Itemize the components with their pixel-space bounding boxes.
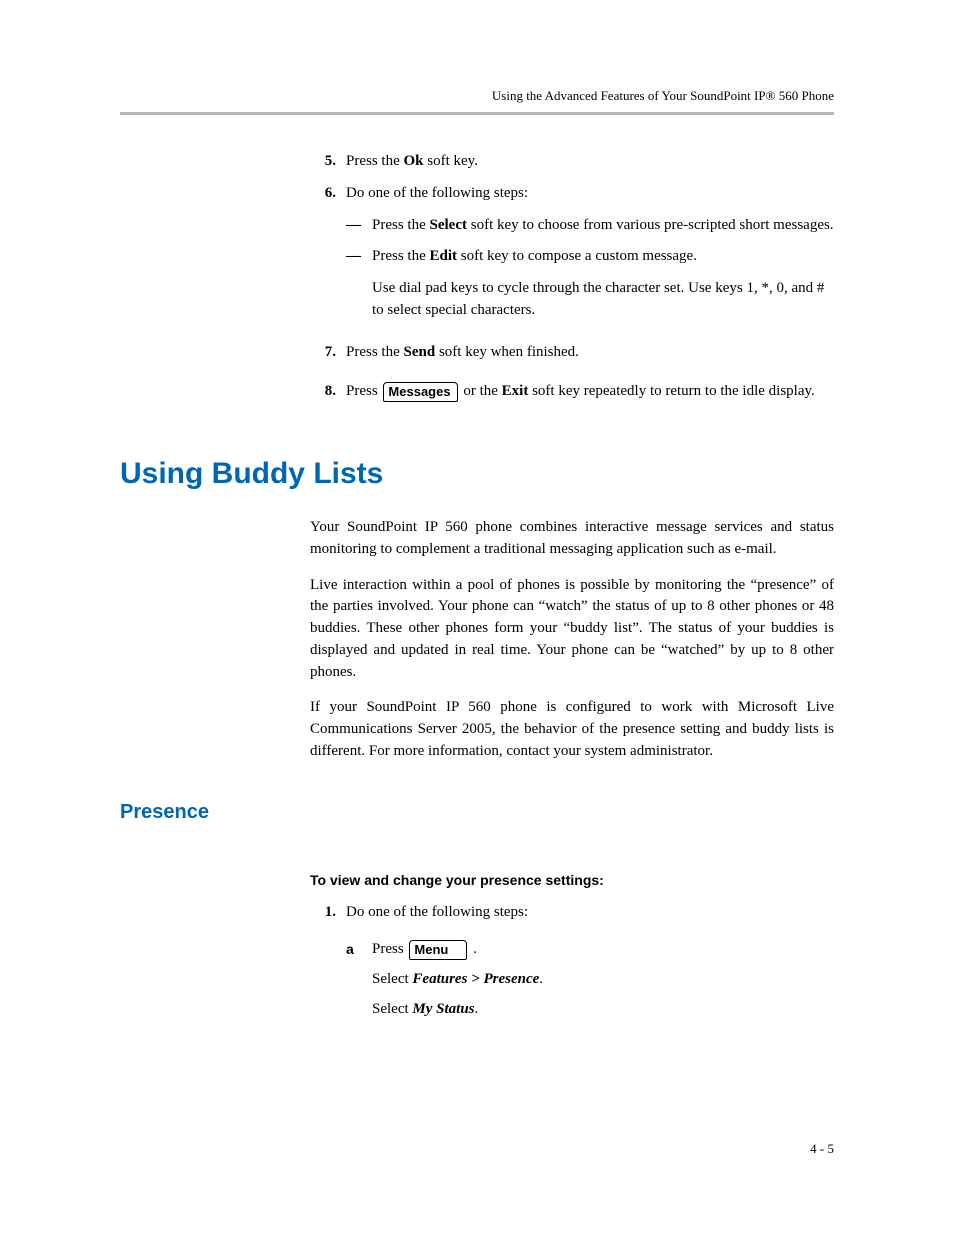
text: Press [372,941,407,957]
sub-item: — Press the Edit soft key to compose a c… [346,246,834,321]
body-content: 5. Press the Ok soft key. 6. Do one of t… [310,151,834,403]
menu-path: Features > Presence [412,971,539,987]
text: soft key to choose from various pre-scri… [467,217,834,233]
alpha-item-a: a Press Menu . Select Features > Presenc… [346,939,834,1020]
step-list-continued: 5. Press the Ok soft key. 6. Do one of t… [310,151,834,403]
softkey-name: Send [404,344,436,360]
text: Press the [346,344,404,360]
section-body: Your SoundPoint IP 560 phone combines in… [310,517,834,763]
sub-text: Press the Select soft key to choose from… [372,215,834,237]
alpha-letter: a [346,939,372,1020]
messages-button-icon: Messages [383,382,457,402]
procedure-title: To view and change your presence setting… [310,872,834,888]
step-number: 6. [310,183,336,332]
softkey-name: Edit [430,248,458,264]
step-5: 5. Press the Ok soft key. [310,151,834,173]
text: Do one of the following steps: [346,904,528,920]
text: Press the [372,248,430,264]
text: Press the [346,153,404,169]
page-number: 4 - 5 [810,1141,834,1157]
text: Select [372,971,412,987]
text: . [475,1001,479,1017]
sub-note: Use dial pad keys to cycle through the c… [372,278,834,322]
sub-item: — Press the Select soft key to choose fr… [346,215,834,237]
text: Press the [372,217,430,233]
softkey-name: Select [430,217,467,233]
running-header: Using the Advanced Features of Your Soun… [120,88,834,104]
step-number: 7. [310,342,336,364]
section-body: To view and change your presence setting… [310,872,834,1031]
sub-text: Press the Edit soft key to compose a cus… [372,246,834,321]
sub-list: — Press the Select soft key to choose fr… [346,215,834,322]
step-text: Do one of the following steps: a Press M… [346,902,834,1031]
alpha-note: Select Features > Presence. [372,969,834,991]
heading-presence: Presence [120,801,834,824]
text: Press [346,383,381,399]
paragraph: If your SoundPoint IP 560 phone is confi… [310,697,834,762]
alpha-note: Select My Status. [372,999,834,1021]
text: Select [372,1001,412,1017]
step-6: 6. Do one of the following steps: — Pres… [310,183,834,332]
step-list-presence: 1. Do one of the following steps: a Pres… [310,902,834,1031]
step-text: Press Messages or the Exit soft key repe… [346,381,834,403]
menu-button-icon: Menu [409,940,467,960]
step-text: Press the Send soft key when finished. [346,342,834,364]
step-text: Press the Ok soft key. [346,151,834,173]
heading-using-buddy-lists: Using Buddy Lists [120,457,834,491]
text: soft key. [424,153,478,169]
text: . [539,971,543,987]
text: . [469,941,477,957]
step-number: 5. [310,151,336,173]
step-number: 1. [310,902,336,1031]
alpha-list: a Press Menu . Select Features > Presenc… [346,939,834,1020]
dash-bullet: — [346,215,372,237]
paragraph: Live interaction within a pool of phones… [310,575,834,684]
softkey-name: Ok [404,153,424,169]
step-text: Do one of the following steps: — Press t… [346,183,834,332]
text: soft key repeatedly to return to the idl… [528,383,814,399]
step-1: 1. Do one of the following steps: a Pres… [310,902,834,1031]
text: Do one of the following steps: [346,185,528,201]
dash-bullet: — [346,246,372,321]
step-number: 8. [310,381,336,403]
paragraph: Your SoundPoint IP 560 phone combines in… [310,517,834,561]
step-8: 8. Press Messages or the Exit soft key r… [310,381,834,403]
step-7: 7. Press the Send soft key when finished… [310,342,834,364]
menu-path: My Status [412,1001,474,1017]
softkey-name: Exit [502,383,529,399]
text: soft key to compose a custom message. [457,248,697,264]
alpha-text: Press Menu . Select Features > Presence.… [372,939,834,1020]
text: soft key when finished. [435,344,579,360]
text: or the [460,383,502,399]
header-rule [120,112,834,115]
